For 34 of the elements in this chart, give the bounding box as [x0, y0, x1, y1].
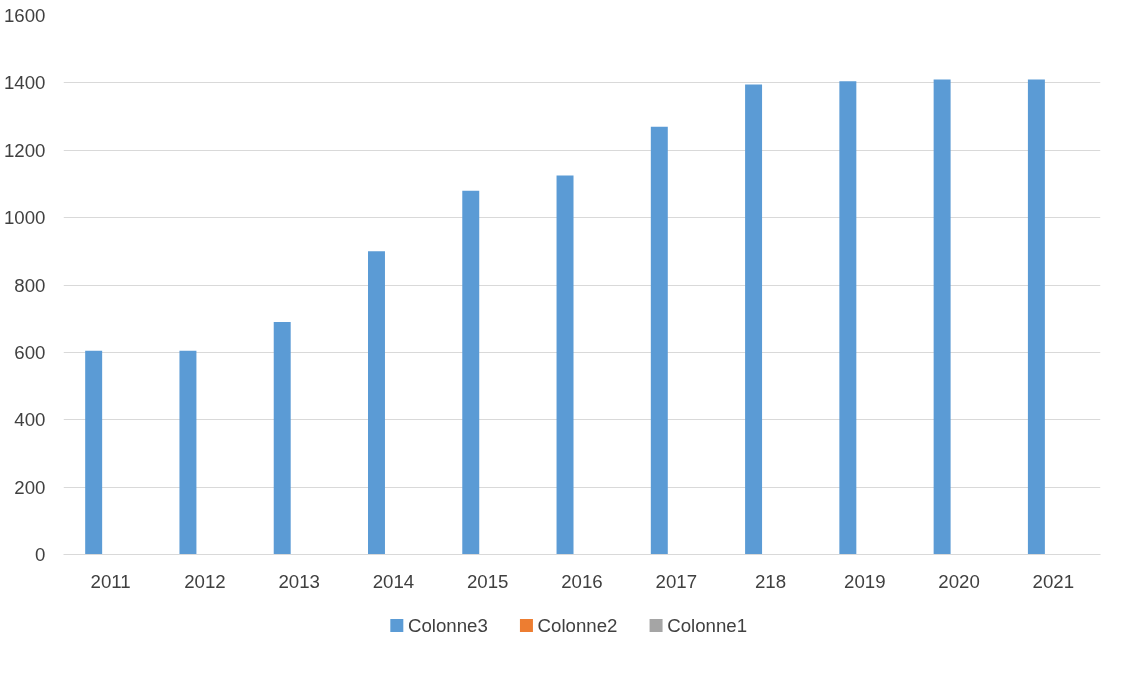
- y-tick-label: 400: [14, 409, 46, 431]
- x-tick-label: 2021: [1032, 570, 1075, 592]
- x-tick-label: 2016: [561, 570, 603, 592]
- y-tick-label: 1000: [4, 207, 46, 229]
- x-tick-label: 2011: [90, 570, 131, 592]
- y-tick-label: 200: [14, 476, 46, 498]
- bar: [745, 84, 763, 555]
- bar: [368, 251, 385, 555]
- bar: [462, 190, 480, 555]
- y-tick-label: 600: [14, 341, 46, 363]
- x-tick-label: 2017: [655, 570, 698, 592]
- bar: [839, 81, 857, 555]
- x-tick-label: 2019: [844, 570, 886, 592]
- bar: [933, 79, 951, 555]
- bar: [85, 350, 103, 555]
- legend-label: Colonne2: [537, 615, 618, 636]
- y-tick-label: 0: [35, 544, 46, 565]
- x-tick-label: 2020: [938, 570, 980, 592]
- y-tick-label: 1200: [4, 139, 46, 161]
- x-tick-label: 2014: [372, 570, 415, 592]
- y-tick-label: 1600: [4, 5, 46, 26]
- x-tick-label: 2013: [278, 570, 320, 592]
- x-tick-label: 218: [754, 570, 787, 592]
- bar: [1027, 79, 1045, 555]
- x-tick-label: 2012: [184, 570, 226, 592]
- bar: [556, 175, 574, 555]
- bar: [179, 350, 197, 555]
- legend-label: Colonne1: [667, 615, 748, 636]
- bar: [650, 126, 668, 555]
- y-tick-label: 1400: [4, 72, 46, 94]
- y-tick-label: 800: [14, 274, 46, 296]
- legend-label: Colonne3: [407, 615, 488, 636]
- bar: [273, 322, 291, 555]
- x-tick-label: 2015: [466, 570, 509, 592]
